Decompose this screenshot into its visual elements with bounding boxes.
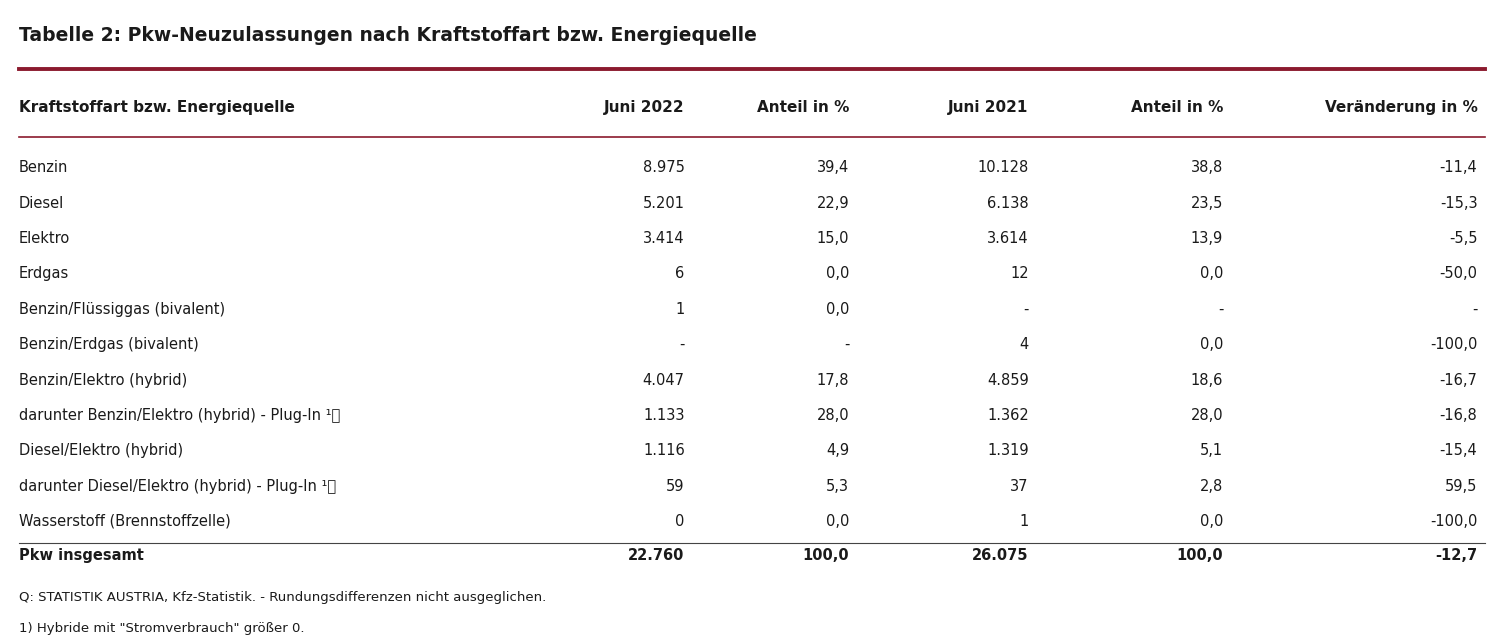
Text: 1: 1 xyxy=(1020,514,1029,529)
Text: Anteil in %: Anteil in % xyxy=(1131,100,1223,115)
Text: 3.414: 3.414 xyxy=(644,231,684,246)
Text: -11,4: -11,4 xyxy=(1439,161,1477,175)
Text: 10.128: 10.128 xyxy=(978,161,1029,175)
Text: 1.319: 1.319 xyxy=(987,444,1029,458)
Text: 1: 1 xyxy=(675,302,684,317)
Text: Benzin: Benzin xyxy=(20,161,69,175)
Text: 59: 59 xyxy=(666,479,684,493)
Text: Benzin/Erdgas (bivalent): Benzin/Erdgas (bivalent) xyxy=(20,337,199,352)
Text: darunter Diesel/Elektro (hybrid) - Plug-In ¹⧠: darunter Diesel/Elektro (hybrid) - Plug-… xyxy=(20,479,337,493)
Text: -: - xyxy=(1472,302,1477,317)
Text: 5,3: 5,3 xyxy=(826,479,850,493)
Text: Wasserstoff (Brennstoffzelle): Wasserstoff (Brennstoffzelle) xyxy=(20,514,232,529)
Text: 6: 6 xyxy=(675,266,684,282)
Text: 17,8: 17,8 xyxy=(817,372,850,388)
Text: -50,0: -50,0 xyxy=(1439,266,1477,282)
Text: 28,0: 28,0 xyxy=(1191,408,1223,423)
Text: 0,0: 0,0 xyxy=(1200,337,1223,352)
Text: darunter Benzin/Elektro (hybrid) - Plug-In ¹⧠: darunter Benzin/Elektro (hybrid) - Plug-… xyxy=(20,408,340,423)
Text: 37: 37 xyxy=(1011,479,1029,493)
Text: -5,5: -5,5 xyxy=(1448,231,1477,246)
Text: 4.859: 4.859 xyxy=(987,372,1029,388)
Text: 6.138: 6.138 xyxy=(987,196,1029,211)
Text: 1) Hybride mit "Stromverbrauch" größer 0.: 1) Hybride mit "Stromverbrauch" größer 0… xyxy=(20,623,305,636)
Text: 5,1: 5,1 xyxy=(1200,444,1223,458)
Text: 100,0: 100,0 xyxy=(803,548,850,563)
Text: -: - xyxy=(844,337,850,352)
Text: -: - xyxy=(680,337,684,352)
Text: Juni 2021: Juni 2021 xyxy=(949,100,1029,115)
Text: 28,0: 28,0 xyxy=(817,408,850,423)
Text: 2,8: 2,8 xyxy=(1200,479,1223,493)
Text: 22,9: 22,9 xyxy=(817,196,850,211)
Text: 1.133: 1.133 xyxy=(644,408,684,423)
Text: 3.614: 3.614 xyxy=(987,231,1029,246)
Text: -15,4: -15,4 xyxy=(1439,444,1477,458)
Text: 1.362: 1.362 xyxy=(987,408,1029,423)
Text: Benzin/Flüssiggas (bivalent): Benzin/Flüssiggas (bivalent) xyxy=(20,302,226,317)
Text: Juni 2022: Juni 2022 xyxy=(605,100,684,115)
Text: 8.975: 8.975 xyxy=(642,161,684,175)
Text: 38,8: 38,8 xyxy=(1191,161,1223,175)
Text: 22.760: 22.760 xyxy=(629,548,684,563)
Text: 13,9: 13,9 xyxy=(1191,231,1223,246)
Text: Erdgas: Erdgas xyxy=(20,266,69,282)
Text: Veränderung in %: Veränderung in % xyxy=(1325,100,1477,115)
Text: 100,0: 100,0 xyxy=(1176,548,1223,563)
Text: 0,0: 0,0 xyxy=(1200,514,1223,529)
Text: 0,0: 0,0 xyxy=(826,514,850,529)
Text: -15,3: -15,3 xyxy=(1439,196,1477,211)
Text: Benzin/Elektro (hybrid): Benzin/Elektro (hybrid) xyxy=(20,372,188,388)
Text: 0,0: 0,0 xyxy=(826,302,850,317)
Text: 15,0: 15,0 xyxy=(817,231,850,246)
Text: 39,4: 39,4 xyxy=(817,161,850,175)
Text: -12,7: -12,7 xyxy=(1435,548,1477,563)
Text: 12: 12 xyxy=(1011,266,1029,282)
Text: Anteil in %: Anteil in % xyxy=(757,100,850,115)
Text: Diesel/Elektro (hybrid): Diesel/Elektro (hybrid) xyxy=(20,444,183,458)
Text: Elektro: Elektro xyxy=(20,231,71,246)
Text: Tabelle 2: Pkw-Neuzulassungen nach Kraftstoffart bzw. Energiequelle: Tabelle 2: Pkw-Neuzulassungen nach Kraft… xyxy=(20,26,757,45)
Text: 4.047: 4.047 xyxy=(642,372,684,388)
Text: 0,0: 0,0 xyxy=(826,266,850,282)
Text: Pkw insgesamt: Pkw insgesamt xyxy=(20,548,144,563)
Text: 18,6: 18,6 xyxy=(1191,372,1223,388)
Text: Kraftstoffart bzw. Energiequelle: Kraftstoffart bzw. Energiequelle xyxy=(20,100,295,115)
Text: -100,0: -100,0 xyxy=(1430,514,1477,529)
Text: -16,8: -16,8 xyxy=(1439,408,1477,423)
Text: 26.075: 26.075 xyxy=(972,548,1029,563)
Text: 5.201: 5.201 xyxy=(642,196,684,211)
Text: Q: STATISTIK AUSTRIA, Kfz-Statistik. - Rundungsdifferenzen nicht ausgeglichen.: Q: STATISTIK AUSTRIA, Kfz-Statistik. - R… xyxy=(20,591,546,604)
Text: 1.116: 1.116 xyxy=(642,444,684,458)
Text: 4: 4 xyxy=(1020,337,1029,352)
Text: 23,5: 23,5 xyxy=(1191,196,1223,211)
Text: -100,0: -100,0 xyxy=(1430,337,1477,352)
Text: -: - xyxy=(1023,302,1029,317)
Text: Diesel: Diesel xyxy=(20,196,65,211)
Text: -: - xyxy=(1218,302,1223,317)
Text: -16,7: -16,7 xyxy=(1439,372,1477,388)
Text: 0,0: 0,0 xyxy=(1200,266,1223,282)
Text: 59,5: 59,5 xyxy=(1445,479,1477,493)
Text: 4,9: 4,9 xyxy=(826,444,850,458)
Text: 0: 0 xyxy=(675,514,684,529)
